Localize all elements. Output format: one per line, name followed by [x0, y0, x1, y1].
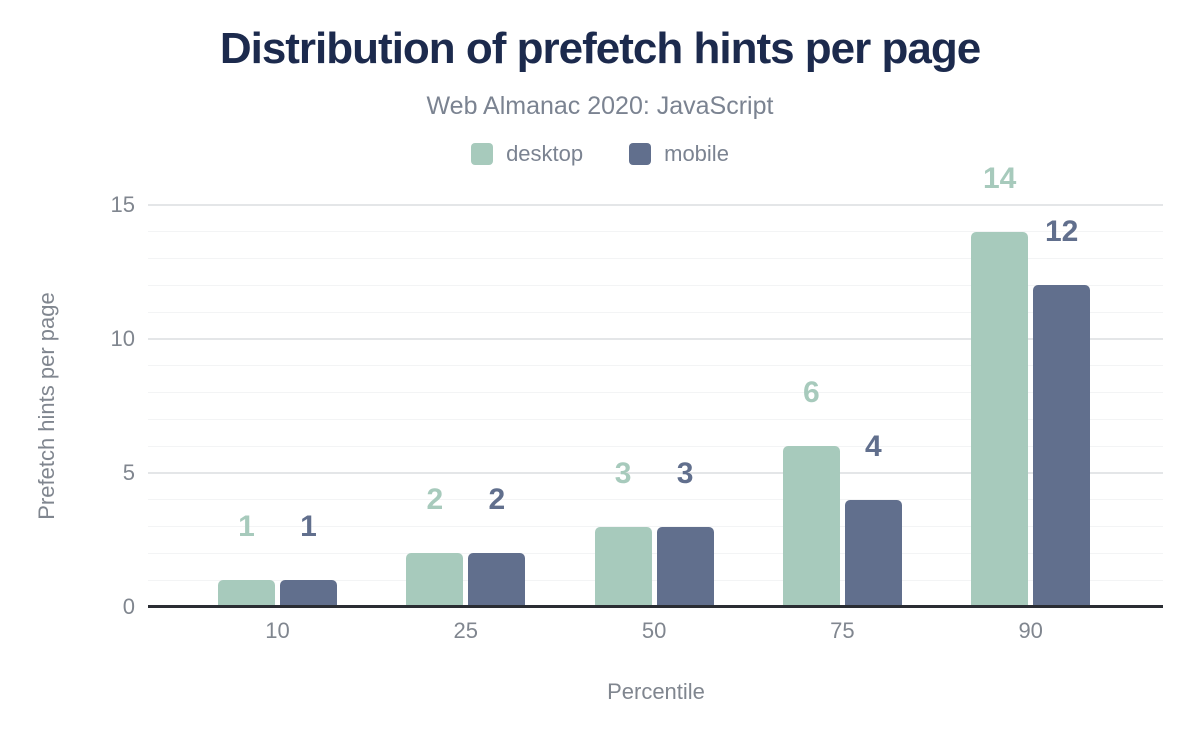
chart-subtitle: Web Almanac 2020: JavaScript: [426, 92, 774, 120]
mobile-bar-p50: [656, 526, 714, 607]
desktop-bar-p75: [782, 446, 840, 607]
legend-label-desktop: desktop: [506, 141, 584, 166]
minor-gridline-3: [148, 526, 1163, 528]
legend-item-desktop: desktop: [471, 141, 583, 167]
major-gridline-10: [148, 338, 1163, 340]
desktop-value-label-p10: 1: [238, 510, 255, 544]
x-tick-label-10: 10: [265, 618, 290, 643]
desktop-value-label-p50: 3: [614, 456, 632, 490]
y-tick-label-0: 0: [122, 594, 135, 619]
mobile-value-label-p75: 4: [865, 429, 882, 463]
minor-gridline-7: [148, 418, 1163, 420]
desktop-bar-p10: [218, 580, 275, 607]
legend-label-mobile: mobile: [664, 141, 729, 166]
mobile-value-label-p90: 12: [1045, 215, 1079, 249]
x-axis-line: [148, 604, 1163, 608]
desktop-bar-p25: [406, 553, 464, 607]
minor-gridline-1: [148, 579, 1163, 581]
desktop-value-label-p90: 14: [983, 161, 1017, 195]
minor-gridline-14: [148, 231, 1163, 233]
legend-item-mobile: mobile: [629, 141, 729, 167]
chart-title: Distribution of prefetch hints per page: [219, 24, 981, 73]
mobile-value-label-p25: 2: [488, 483, 506, 517]
minor-gridline-4: [148, 499, 1163, 501]
major-gridline-15: [148, 204, 1163, 206]
desktop-value-label-p25: 2: [426, 483, 444, 517]
minor-gridline-6: [148, 445, 1163, 447]
mobile-bar-p10: [280, 580, 337, 607]
mobile-bar-p25: [468, 553, 526, 607]
x-axis-title: Percentile: [607, 679, 705, 704]
major-gridline-5: [148, 472, 1163, 474]
minor-gridline-11: [148, 311, 1163, 313]
minor-gridline-2: [148, 552, 1163, 554]
minor-gridline-9: [148, 365, 1163, 367]
desktop-value-label-p75: 6: [803, 376, 820, 410]
mobile-value-label-p50: 3: [676, 456, 694, 490]
x-tick-label-50: 50: [641, 618, 667, 643]
minor-gridline-13: [148, 258, 1163, 260]
mobile-bar-p90: [1033, 285, 1091, 607]
mobile-value-label-p10: 1: [300, 510, 317, 544]
mobile-swatch-icon: [629, 143, 652, 165]
minor-gridline-12: [148, 284, 1163, 286]
desktop-swatch-icon: [471, 143, 494, 165]
x-tick-label-25: 25: [453, 618, 479, 643]
mobile-bar-p75: [844, 499, 902, 607]
y-tick-label-10: 10: [110, 326, 135, 351]
y-tick-label-5: 5: [122, 460, 135, 485]
minor-gridline-8: [148, 392, 1163, 394]
y-tick-label-15: 15: [110, 192, 135, 217]
x-tick-label-90: 90: [1018, 618, 1043, 643]
desktop-bar-p90: [971, 231, 1029, 607]
legend: desktop mobile: [0, 141, 1200, 167]
desktop-bar-p50: [594, 526, 652, 607]
x-tick-label-75: 75: [830, 618, 855, 643]
